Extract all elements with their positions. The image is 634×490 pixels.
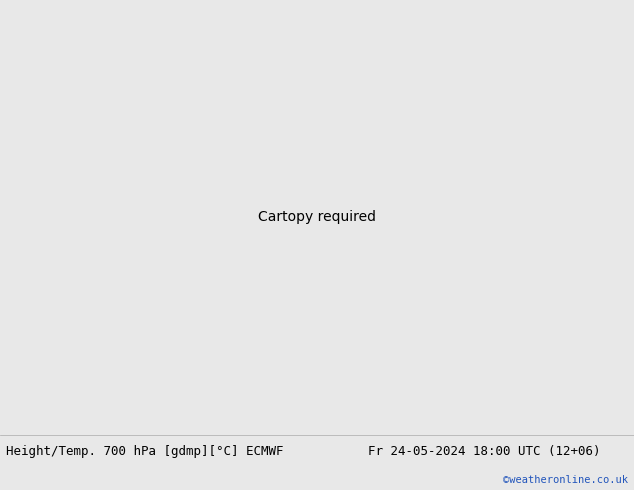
Text: Fr 24-05-2024 18:00 UTC (12+06): Fr 24-05-2024 18:00 UTC (12+06) [368, 445, 600, 458]
Text: Height/Temp. 700 hPa [gdmp][°C] ECMWF: Height/Temp. 700 hPa [gdmp][°C] ECMWF [6, 445, 284, 458]
Text: ©weatheronline.co.uk: ©weatheronline.co.uk [503, 475, 628, 485]
Text: Cartopy required: Cartopy required [258, 210, 376, 224]
